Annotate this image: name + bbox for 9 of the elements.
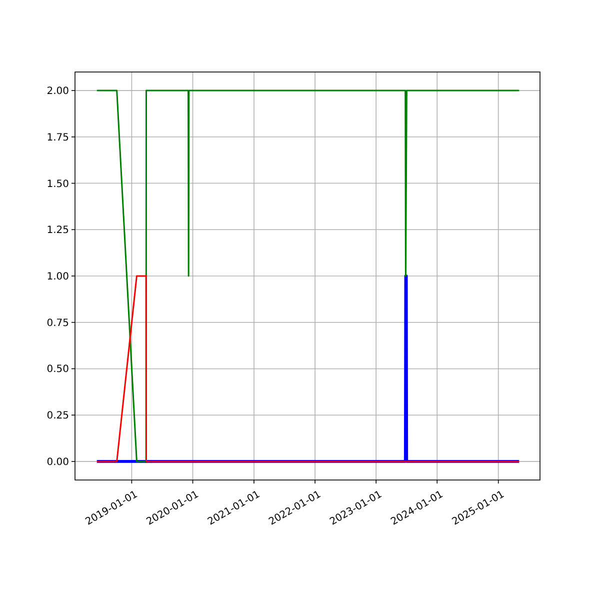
- y-tick-label: 1.50: [46, 178, 69, 190]
- y-tick-label: 0.75: [46, 318, 69, 329]
- y-tick-label: 1.25: [46, 225, 69, 236]
- y-tick-label: 0.25: [46, 410, 69, 422]
- y-tick-label: 1.75: [46, 132, 69, 144]
- y-tick-label: 0.00: [46, 456, 69, 468]
- y-tick-label: 0.50: [46, 364, 69, 376]
- y-tick-label: 2.00: [46, 86, 69, 98]
- y-tick-label: 1.00: [46, 272, 69, 282]
